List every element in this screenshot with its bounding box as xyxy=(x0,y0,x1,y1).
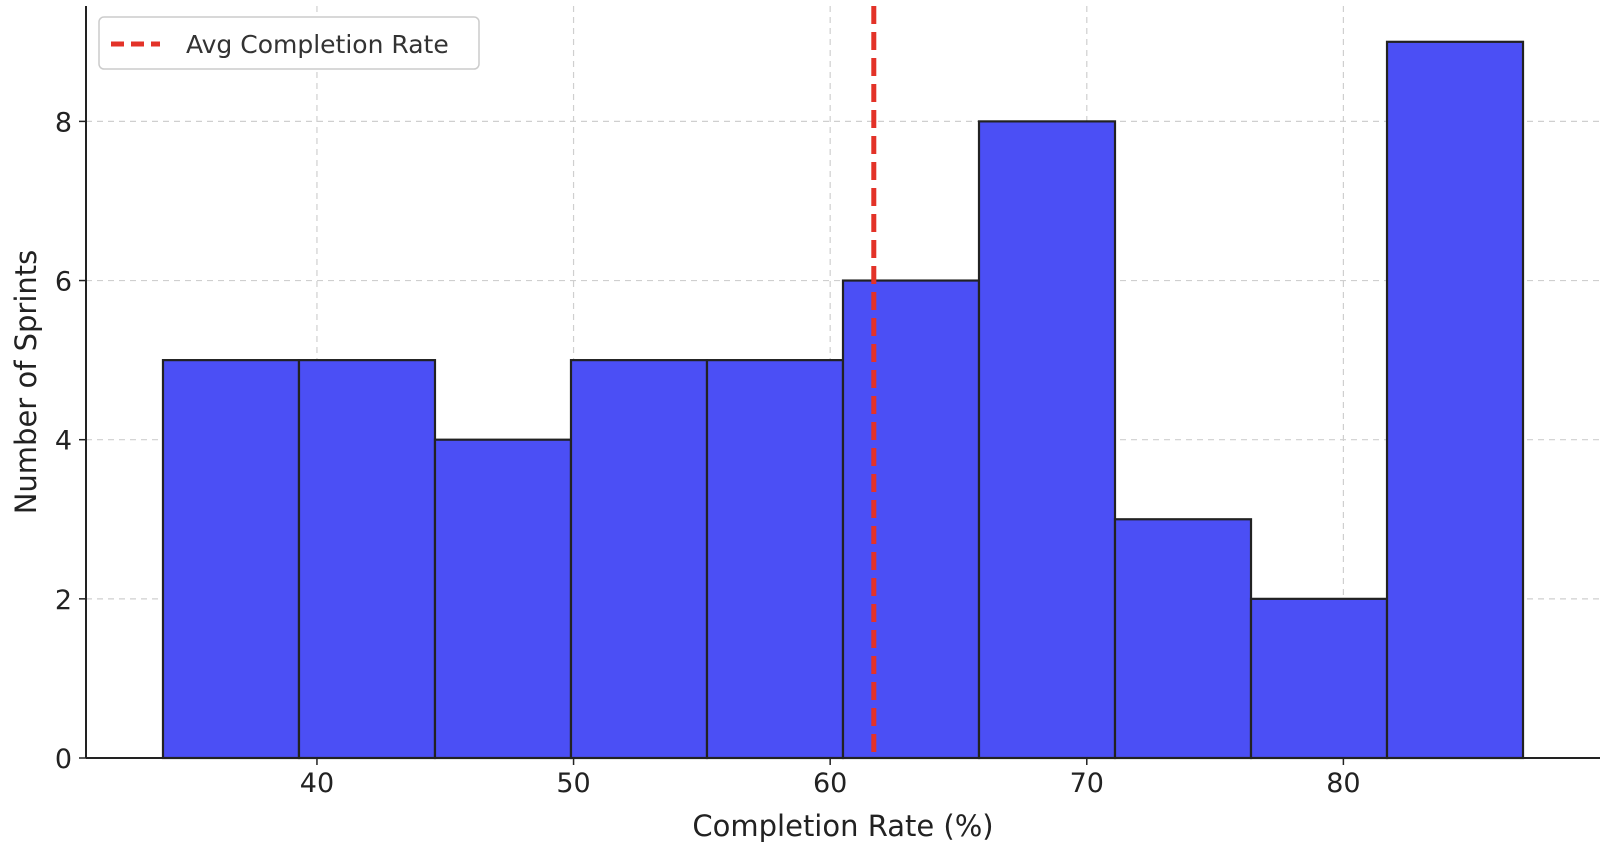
x-axis-title: Completion Rate (%) xyxy=(692,809,993,843)
x-tick-label: 40 xyxy=(300,768,334,799)
legend-label-avg: Avg Completion Rate xyxy=(186,30,449,59)
x-tick-label: 60 xyxy=(813,768,847,799)
histogram-bar xyxy=(1113,518,1253,760)
y-tick-label: 2 xyxy=(55,585,72,616)
axes xyxy=(85,6,1600,759)
legend: Avg Completion Rate xyxy=(98,16,480,70)
y-tick-label: 4 xyxy=(55,426,72,457)
legend-box xyxy=(98,16,480,70)
y-tick-label: 6 xyxy=(55,267,72,298)
y-tick-label: 8 xyxy=(55,107,72,138)
histogram-bars xyxy=(161,40,1525,760)
x-tick-label: 70 xyxy=(1070,768,1104,799)
histogram-bar xyxy=(161,359,301,760)
histogram-bar xyxy=(841,279,981,760)
x-tick-label: 80 xyxy=(1326,768,1360,799)
histogram-bar xyxy=(705,359,845,760)
y-tick-labels: 0 2 4 6 8 xyxy=(55,107,86,775)
x-tick-label: 50 xyxy=(556,768,590,799)
histogram-bar xyxy=(1249,597,1389,760)
histogram-bar xyxy=(433,438,573,760)
histogram-bar xyxy=(1385,40,1525,760)
y-tick-label: 0 xyxy=(55,744,72,775)
histogram-bar xyxy=(297,359,437,760)
x-tick-labels: 40 50 60 70 80 xyxy=(300,758,1361,799)
histogram-bar xyxy=(569,359,709,760)
y-axis-title: Number of Sprints xyxy=(9,250,43,515)
histogram-bar xyxy=(977,120,1117,760)
